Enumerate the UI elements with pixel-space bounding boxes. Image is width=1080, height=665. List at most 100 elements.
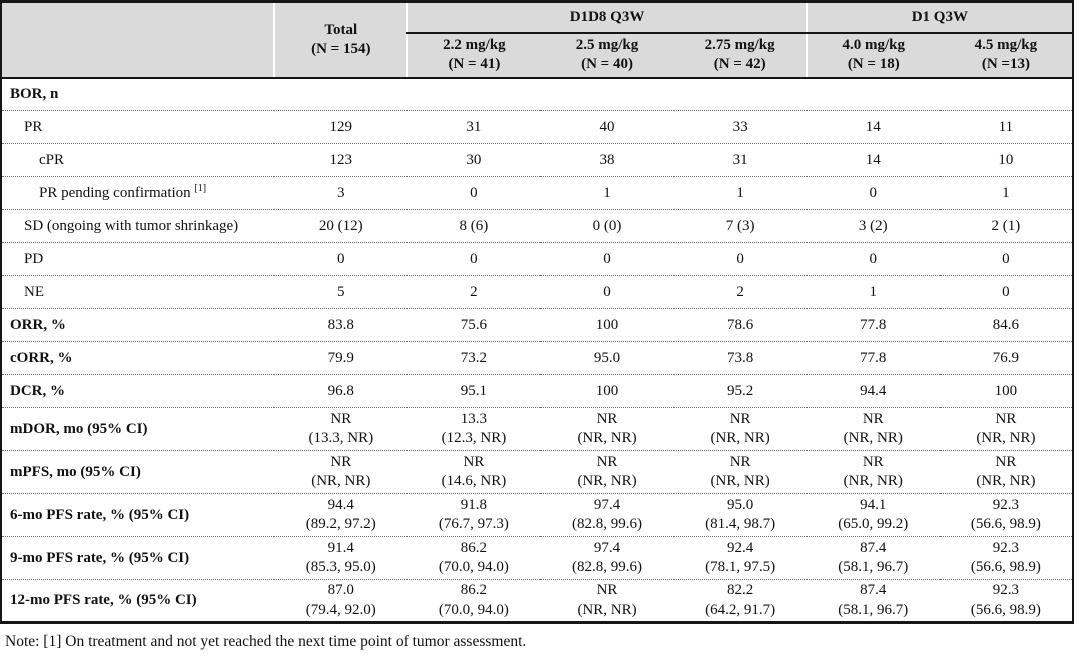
total-label: Total: [324, 21, 358, 38]
table-cell: 96.8: [274, 374, 408, 408]
cell-ci: (56.6, 98.9): [970, 516, 1041, 532]
table-header: Total (N = 154) D1D8 Q3W D1 Q3W 2.2 mg/k…: [1, 1, 1073, 79]
cell-value: 92.3: [992, 496, 1020, 513]
table-row-mdor: mDOR, mo (95% CI) NR (13.3, NR) 13.3 (12.3…: [1, 407, 1073, 451]
table-row-corr: cORR, % 79.9 73.2 95.0 73.8 77.8 76.9: [1, 341, 1073, 375]
dose-label: 2.5 mg/kg: [575, 36, 639, 53]
row-label: 9-mo PFS rate, % (95% CI): [1, 536, 275, 580]
cell-value: NR: [463, 453, 485, 470]
table-cell: 78.6: [673, 308, 807, 342]
row-label: PD: [1, 242, 275, 276]
table-cell: NR (14.6, NR): [407, 450, 541, 494]
table-cell: 92.3 (56.6, 98.9): [939, 579, 1073, 623]
table-cell: 129: [274, 110, 408, 144]
table-cell: 14: [806, 143, 940, 177]
dose-n: (N =13): [981, 56, 1030, 72]
table-cell: 0: [673, 242, 807, 276]
row-label: NE: [1, 275, 275, 309]
cell-ci: (NR, NR): [976, 473, 1036, 489]
table-cell: 100: [540, 374, 674, 408]
header-dose-2-75: 2.75 mg/kg (N = 42): [673, 32, 807, 79]
table-cell: 95.1: [407, 374, 541, 408]
cell-ci: (89.2, 97.2): [305, 516, 376, 532]
cell-value: NR: [729, 410, 751, 427]
table-cell: 38: [540, 143, 674, 177]
table-cell: 0: [939, 242, 1073, 276]
row-label: PR: [1, 110, 275, 144]
cell-value: NR: [330, 410, 352, 427]
table-cell: NR (NR, NR): [939, 450, 1073, 494]
table-cell: 92.3 (56.6, 98.9): [939, 493, 1073, 537]
header-dose-2-2: 2.2 mg/kg (N = 41): [406, 32, 541, 79]
table-cell: 77.8: [806, 308, 940, 342]
row-label: SD (ongoing with tumor shrinkage): [1, 209, 275, 243]
cell-ci: (85.3, 95.0): [305, 559, 376, 575]
table-cell: 33: [673, 110, 807, 144]
table-row-pr: PR 129 31 40 33 14 11: [1, 110, 1073, 144]
header-dose-row: 2.2 mg/kg (N = 41) 2.5 mg/kg (N = 40) 2.…: [1, 32, 1073, 79]
table-cell: 75.6: [407, 308, 541, 342]
table-cell: 84.6: [939, 308, 1073, 342]
header-dose-4-5: 4.5 mg/kg (N =13): [939, 32, 1073, 79]
dose-n: (N = 42): [713, 56, 766, 72]
table-cell: 3 (2): [806, 209, 940, 243]
table-cell: 0 (0): [540, 209, 674, 243]
table-body: BOR, n PR 129 31 40 33 14 11 cPR 123 3: [1, 77, 1073, 623]
row-label: cORR, %: [1, 341, 275, 375]
cell-value: NR: [862, 453, 884, 470]
table-row-dcr: DCR, % 96.8 95.1 100 95.2 94.4 100: [1, 374, 1073, 408]
total-n: (N = 154): [311, 40, 371, 57]
table-cell: 95.0 (81.4, 98.7): [673, 493, 807, 537]
table-cell: NR (NR, NR): [540, 407, 674, 451]
table-cell: NR (NR, NR): [806, 450, 940, 494]
table-cell: 13.3 (12.3, NR): [407, 407, 541, 451]
table-cell: 2 (1): [939, 209, 1073, 243]
table-cell: 1: [673, 176, 807, 210]
table-cell: 83.8: [274, 308, 408, 342]
table-cell: NR (13.3, NR): [274, 407, 408, 451]
table-cell: 8 (6): [407, 209, 541, 243]
row-label: mDOR, mo (95% CI): [1, 407, 275, 451]
cell-value: 87.4: [860, 582, 887, 599]
row-label: cPR: [1, 143, 275, 177]
table-cell: NR (NR, NR): [673, 450, 807, 494]
table-cell: 87.4 (58.1, 96.7): [806, 536, 940, 580]
table-cell: 3: [274, 176, 408, 210]
table-cell: 97.4 (82.8, 99.6): [540, 536, 674, 580]
table-cell: NR (NR, NR): [540, 450, 674, 494]
cell-ci: (NR, NR): [710, 430, 770, 446]
table-cell: 76.9: [939, 341, 1073, 375]
table-row-bor: BOR, n: [1, 77, 1073, 111]
table-cell: 95.2: [673, 374, 807, 408]
table-cell: 94.4: [806, 374, 940, 408]
cell-value: 87.4: [860, 539, 887, 556]
table-cell: 1: [806, 275, 940, 309]
row-label: PR pending confirmation [1]: [1, 176, 275, 210]
table-cell: [274, 77, 408, 111]
table-cell: [540, 77, 674, 111]
cell-ci: (NR, NR): [710, 473, 770, 489]
cell-value: 87.0: [327, 582, 354, 599]
table-row-pr-pending: PR pending confirmation [1] 3 0 1 1 0 1: [1, 176, 1073, 210]
table-cell: 87.4 (58.1, 96.7): [806, 579, 940, 623]
table-cell: 31: [407, 110, 541, 144]
table-row-pd: PD 0 0 0 0 0 0: [1, 242, 1073, 276]
table-cell: 0: [806, 242, 940, 276]
row-label: DCR, %: [1, 374, 275, 408]
table-cell: 2: [407, 275, 541, 309]
cell-value: 86.2: [460, 582, 488, 599]
table-cell: NR (NR, NR): [673, 407, 807, 451]
table-cell: 20 (12): [274, 209, 408, 243]
cell-value: NR: [862, 410, 884, 427]
table-cell: [806, 77, 940, 111]
table-cell: 14: [806, 110, 940, 144]
cell-ci: (58.1, 96.7): [838, 559, 909, 575]
table-cell: 0: [407, 242, 541, 276]
table-row-12mo-pfs: 12-mo PFS rate, % (95% CI) 87.0 (79.4, 92…: [1, 579, 1073, 623]
table-cell: [407, 77, 541, 111]
table-cell: 94.1 (65.0, 99.2): [806, 493, 940, 537]
cell-ci: (82.8, 99.6): [572, 559, 643, 575]
table-cell: 86.2 (70.0, 94.0): [407, 579, 541, 623]
header-label-cell: [1, 1, 275, 79]
table-cell: 97.4 (82.8, 99.6): [540, 493, 674, 537]
